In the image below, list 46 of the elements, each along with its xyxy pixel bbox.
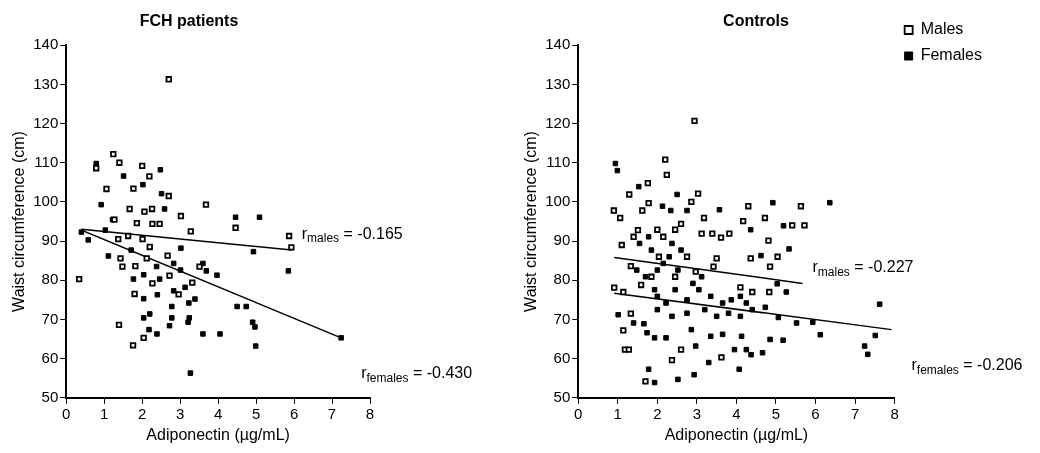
y-tick-label: 60 [41,348,59,366]
y-tick-label: 70 [41,309,59,327]
x-tick-label: 4 [213,404,223,422]
x-tick-label: 5 [251,404,261,422]
y-tick-label: 90 [41,231,59,249]
y-tick-label: 140 [33,35,59,53]
y-tick-label: 110 [34,152,59,170]
x-tick-label: 1 [613,404,622,422]
y-tick-label: 50 [553,387,571,405]
x-tick-label: 2 [653,404,662,422]
x-tick-label: 0 [62,404,71,422]
x-tick-label: 6 [289,404,299,422]
y-tick-label: 120 [33,113,59,131]
legend-label: Females [920,46,983,64]
y-tick-label: 90 [553,231,571,249]
x-tick-label: 8 [365,404,375,422]
y-tick-label: 140 [545,35,571,53]
y-tick-label: 130 [33,74,59,92]
y-tick-label: 80 [41,270,59,288]
x-tick-label: 8 [890,404,899,422]
x-axis-title: Adiponectin (µg/mL) [664,425,809,443]
y-tick-label: 130 [545,74,571,92]
x-tick-label: 5 [771,404,781,422]
y-tick-label: 110 [546,152,571,170]
x-tick-label: 6 [811,404,820,422]
x-tick-label: 2 [138,404,147,422]
chart-title: Controls [723,12,789,30]
y-axis-title: Waist circumference (cm) [522,131,540,312]
legend-label: Males [920,20,964,38]
x-tick-label: 7 [850,404,860,422]
x-tick-label: 3 [692,404,702,422]
x-tick-label: 1 [100,404,109,422]
chart-title: FCH patients [139,12,239,30]
y-tick-label: 60 [553,348,571,366]
x-tick-label: 7 [327,404,337,422]
y-tick-label: 70 [553,309,571,327]
y-tick-label: 120 [545,113,571,131]
y-tick-label: 80 [553,270,571,288]
y-tick-label: 50 [41,387,59,405]
y-axis-title: Waist circumference (cm) [10,131,28,312]
x-tick-label: 3 [175,404,185,422]
x-tick-label: 0 [574,404,583,422]
x-tick-label: 4 [732,404,741,422]
x-axis-title: Adiponectin (µg/mL) [146,425,290,443]
y-tick-label: 100 [545,192,571,210]
y-tick-label: 100 [33,192,59,210]
